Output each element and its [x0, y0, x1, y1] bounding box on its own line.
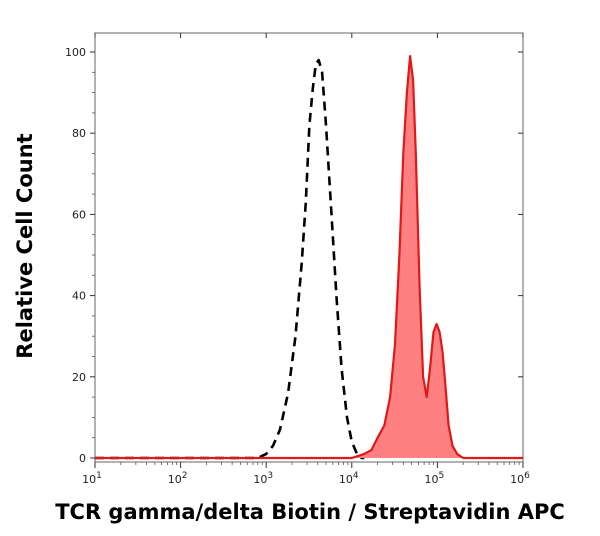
x-tick-label: 106 [510, 471, 530, 486]
x-tick-base: 10 [425, 473, 439, 486]
stained-histogram-fill [95, 56, 523, 458]
x-tick-exponent: 4 [353, 471, 359, 481]
x-tick-label: 103 [253, 471, 273, 486]
x-tick-base: 10 [82, 473, 96, 486]
y-tick-label: 80 [72, 127, 86, 140]
x-tick-label: 105 [425, 471, 445, 486]
stained-histogram-line [95, 55, 523, 460]
x-tick-label: 101 [82, 471, 102, 486]
plot-frame [94, 32, 524, 463]
control-histogram-line [95, 58, 365, 460]
series-group [95, 55, 523, 460]
x-tick-base: 10 [168, 473, 182, 486]
x-tick-exponent: 3 [267, 471, 273, 481]
y-axis-title: Relative Cell Count [13, 133, 37, 358]
y-tick-label: 20 [72, 371, 86, 384]
x-tick-base: 10 [253, 473, 267, 486]
x-tick-exponent: 2 [182, 471, 188, 481]
x-tick-exponent: 6 [524, 471, 530, 481]
y-tick-label: 40 [72, 290, 86, 303]
y-tick-label: 60 [72, 208, 86, 221]
x-tick-label: 102 [168, 471, 188, 486]
x-tick-base: 10 [510, 473, 524, 486]
y-tick-label: 0 [79, 452, 86, 465]
x-tick-base: 10 [339, 473, 353, 486]
x-tick-exponent: 5 [439, 471, 445, 481]
x-axis-title: TCR gamma/delta Biotin / Streptavidin AP… [55, 500, 565, 524]
x-tick-label: 104 [339, 471, 359, 486]
x-tick-exponent: 1 [96, 471, 102, 481]
y-tick-label: 100 [65, 46, 86, 59]
